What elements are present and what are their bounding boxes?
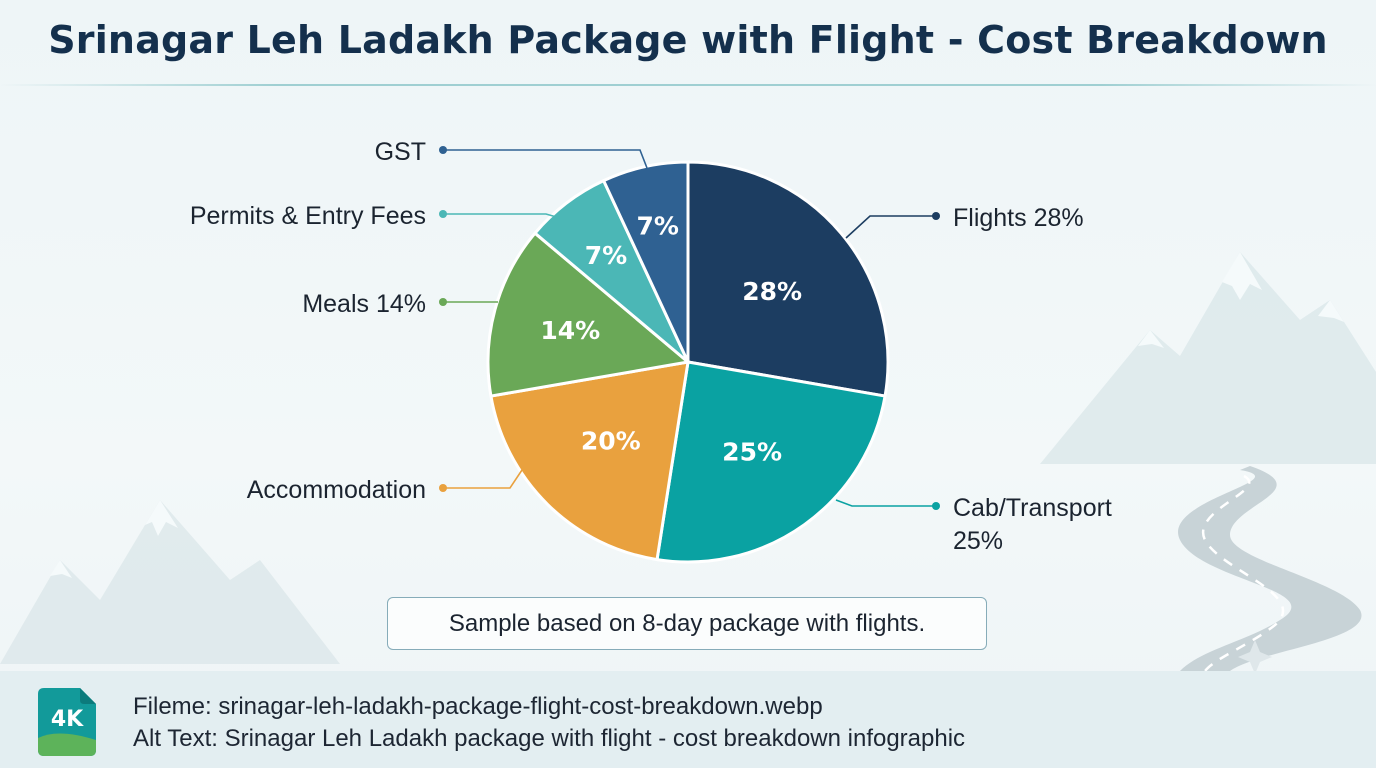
sample-note: Sample based on 8-day package with fligh… bbox=[387, 597, 987, 650]
legend-callout-label: Meals 14% bbox=[302, 290, 426, 318]
slice-value-label: 20% bbox=[581, 426, 641, 455]
legend-callout-label: Accommodation bbox=[247, 476, 426, 504]
slice-value-label: 25% bbox=[722, 437, 782, 466]
leader-dot bbox=[439, 298, 447, 306]
pie-slice bbox=[655, 360, 887, 564]
slice-value-label: 7% bbox=[585, 241, 627, 270]
legend-callout-label: GST bbox=[375, 138, 426, 166]
slice-value-label: 14% bbox=[540, 316, 600, 345]
leader-dot bbox=[439, 146, 447, 154]
leader-dot bbox=[932, 212, 940, 220]
slice-value-label: 7% bbox=[637, 211, 679, 240]
leader-line bbox=[443, 213, 561, 219]
leader-line bbox=[845, 215, 936, 239]
file-details: Fileme: srinagar-leh-ladakh-package-flig… bbox=[133, 691, 965, 755]
file-info-footer bbox=[0, 671, 1376, 768]
leader-dot bbox=[439, 484, 447, 492]
filename-text: Fileme: srinagar-leh-ladakh-package-flig… bbox=[133, 693, 823, 720]
pie-slice bbox=[686, 160, 890, 398]
file-badge-label: 4K bbox=[51, 707, 84, 732]
file-4k-icon: 4K bbox=[38, 688, 96, 756]
mountain-illustration-left bbox=[0, 500, 340, 664]
legend-callout-label: Cab/Transport 25% bbox=[953, 494, 1112, 555]
leader-dot bbox=[932, 502, 940, 510]
alt-text: Alt Text: Srinagar Leh Ladakh package wi… bbox=[133, 725, 966, 752]
road-illustration bbox=[1178, 466, 1362, 674]
mountain-illustration-right bbox=[1040, 252, 1376, 464]
pie-slice bbox=[602, 160, 690, 364]
pie-slice bbox=[489, 360, 690, 562]
slice-value-label: 28% bbox=[742, 277, 802, 306]
leader-line bbox=[443, 149, 648, 169]
legend-callout-label: Flights 28% bbox=[953, 204, 1084, 232]
page-title: Srinagar Leh Ladakh Package with Flight … bbox=[48, 18, 1328, 62]
title-divider bbox=[0, 84, 1376, 86]
leader-dot bbox=[439, 210, 447, 218]
leader-line bbox=[443, 469, 523, 489]
leader-line bbox=[835, 499, 936, 507]
legend-callout-label: Permits & Entry Fees bbox=[190, 202, 426, 230]
pie-slice bbox=[486, 231, 690, 398]
